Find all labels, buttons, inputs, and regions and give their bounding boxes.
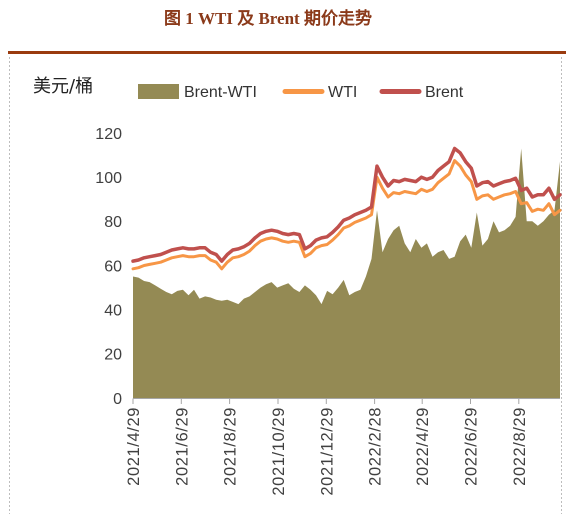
legend-swatch-brent-wti xyxy=(138,84,179,99)
legend: Brent-WTI WTI Brent xyxy=(138,84,464,101)
series-line-wti xyxy=(131,159,562,271)
y-tick-label: 0 xyxy=(113,391,122,408)
series-line-brent xyxy=(131,146,562,263)
legend-label-wti: WTI xyxy=(328,84,357,101)
series-area-brent-wti xyxy=(133,148,560,398)
legend-label-brent-wti: Brent-WTI xyxy=(184,84,257,101)
y-axis-ticks: 0 20 40 60 80 100 120 xyxy=(95,126,122,408)
y-tick-label: 100 xyxy=(95,170,122,187)
y-tick-label: 20 xyxy=(104,347,122,364)
x-tick-label: 2021/10/29 xyxy=(270,407,288,496)
x-tick-label: 2022/4/29 xyxy=(414,407,432,486)
x-tick-label: 2021/8/29 xyxy=(222,407,240,486)
legend-label-brent: Brent xyxy=(425,84,464,101)
x-tick-label: 2021/4/29 xyxy=(125,407,143,486)
legend-item-brent-wti: Brent-WTI xyxy=(138,84,257,101)
y-axis-label: 美元/桶 xyxy=(33,76,93,97)
title-rule xyxy=(8,51,566,54)
x-tick-label: 2022/8/29 xyxy=(511,407,529,486)
x-axis-ticks: 2021/4/29 2021/6/29 2021/8/29 2021/10/29 202… xyxy=(125,398,529,496)
x-tick-label: 2021/12/29 xyxy=(318,407,336,496)
y-tick-label: 60 xyxy=(104,258,122,275)
y-tick-label: 40 xyxy=(104,302,122,319)
legend-item-wti: WTI xyxy=(282,84,357,101)
y-tick-label: 80 xyxy=(104,214,122,231)
plot-area xyxy=(131,146,562,398)
y-tick-label: 120 xyxy=(95,126,122,143)
figure-title: 图 1 WTI 及 Brent 期价走势 xyxy=(164,8,372,28)
x-tick-label: 2022/6/29 xyxy=(462,407,480,486)
legend-item-brent: Brent xyxy=(379,84,464,101)
x-tick-label: 2022/2/28 xyxy=(367,407,385,486)
x-tick-label: 2021/6/29 xyxy=(173,407,191,486)
